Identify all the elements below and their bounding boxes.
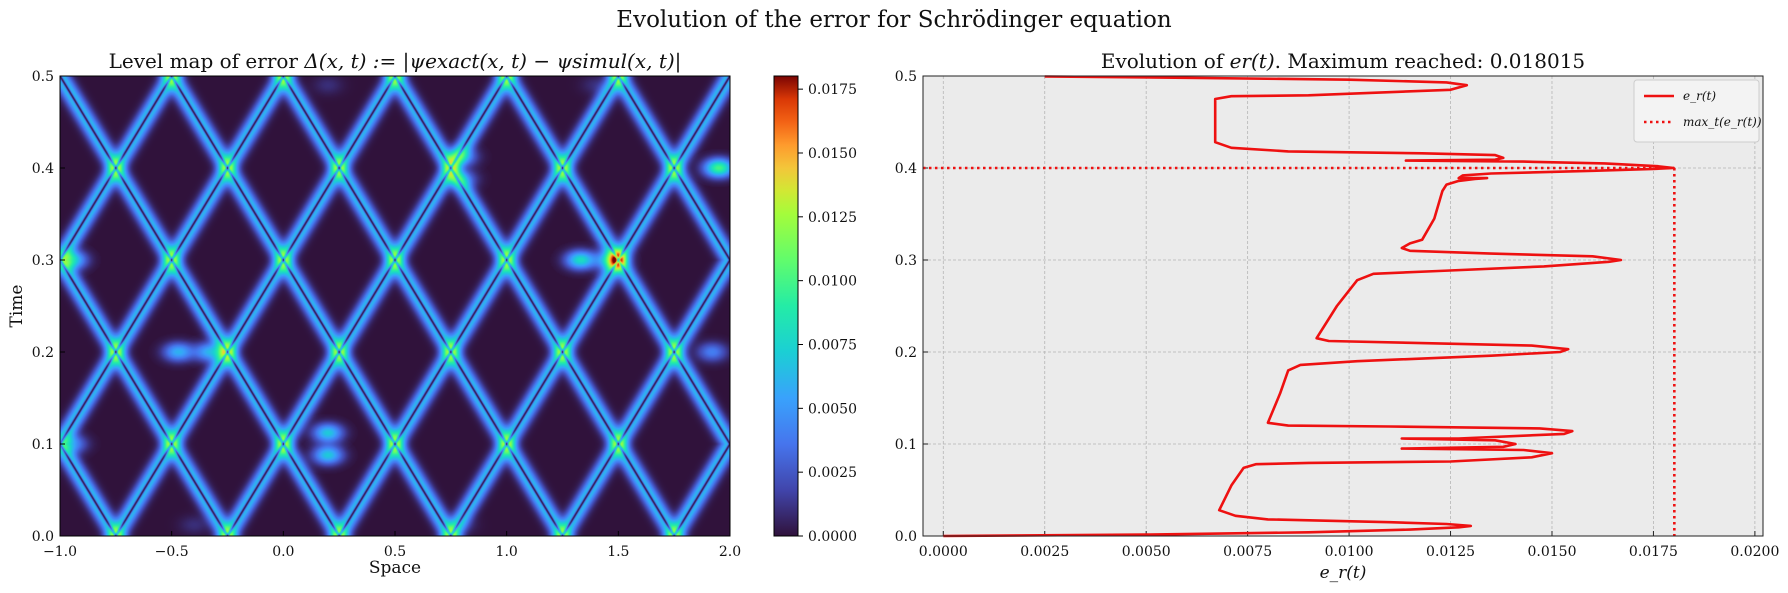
line-frame [922, 75, 1764, 537]
series-line-er [943, 75, 1675, 538]
heatmap-x-tick-label: 0.0 [272, 544, 294, 560]
heatmap-chart: Level map of error Δ(x, t) := |ψexact(x,… [7, 49, 857, 578]
heatmap-y-tick-label: 0.5 [32, 69, 54, 85]
heatmap-x-tick-label: 0.5 [384, 544, 406, 560]
figure-suptitle: Evolution of the error for Schrödinger e… [616, 7, 1172, 33]
heatmap-y-tick-label: 0.1 [32, 437, 54, 453]
colorbar-tick-label: 0.0150 [808, 146, 857, 162]
heatmap-y-tick-label: 0.0 [32, 529, 54, 545]
heatmap-x-tick-label: −0.5 [155, 544, 189, 560]
line-x-tick-label: 0.0200 [1730, 544, 1779, 560]
colorbar [774, 76, 798, 536]
line-y-tick-label: 0.1 [895, 437, 917, 453]
heatmap-y-label: Time [7, 285, 27, 328]
heatmap-y-tick-label: 0.4 [32, 161, 54, 177]
line-plot-area [923, 76, 1763, 536]
heatmap-y-tick-label: 0.2 [32, 345, 54, 361]
line-x-tick-label: 0.0150 [1527, 544, 1576, 560]
line-x-ticks: 0.0000 0.0025 0.0050 0.0075 0.0100 0.0125 0.01… [919, 531, 1779, 560]
colorbar-frame [773, 75, 799, 537]
line-x-tick-label: 0.0000 [919, 544, 968, 560]
colorbar-tick-label: 0.0025 [808, 465, 857, 481]
line-chart: Evolution of er(t). Maximum reached: 0.0… [895, 49, 1780, 583]
colorbar-tick-label: 0.0050 [808, 401, 857, 417]
line-y-ticks: 0.0 0.1 0.2 0.3 0.4 0.5 [895, 69, 928, 545]
heatmap-x-tick-label: 1.0 [496, 544, 518, 560]
legend: e_r(t) max_t(e_r(t)) [1633, 79, 1762, 143]
colorbar-tick-label: 0.0075 [808, 337, 857, 353]
line-x-tick-label: 0.0100 [1325, 544, 1374, 560]
colorbar-ticks: 0.0000 0.0025 0.0050 0.0075 0.0100 0.0125 0.01… [798, 82, 857, 545]
heatmap-y-tick-label: 0.3 [32, 253, 54, 269]
line-y-tick-label: 0.4 [895, 161, 917, 177]
line-y-tick-label: 0.5 [895, 69, 917, 85]
colorbar-tick-label: 0.0100 [808, 274, 857, 290]
line-y-tick-label: 0.2 [895, 345, 917, 361]
line-x-label: e_r(t) [1320, 563, 1367, 583]
legend-label-max: max_t(e_r(t)) [1683, 115, 1762, 129]
line-y-tick-label: 0.3 [895, 253, 917, 269]
heatmap-x-tick-label: 1.5 [607, 544, 629, 560]
line-x-tick-label: 0.0175 [1629, 544, 1678, 560]
line-y-tick-label: 0.0 [895, 529, 917, 545]
heatmap-y-ticks: 0.0 0.1 0.2 0.3 0.4 0.5 [32, 69, 65, 545]
colorbar-tick-label: 0.0000 [808, 529, 857, 545]
heatmap-title: Level map of error Δ(x, t) := |ψexact(x,… [109, 49, 682, 74]
line-x-tick-label: 0.0125 [1426, 544, 1475, 560]
colorbar-tick-label: 0.0125 [808, 210, 857, 226]
colorbar-tick-label: 0.0175 [808, 82, 857, 98]
line-x-tick-label: 0.0025 [1020, 544, 1069, 560]
line-title: Evolution of er(t). Maximum reached: 0.0… [1101, 49, 1585, 73]
heatmap-x-label: Space [369, 558, 421, 578]
heatmap-x-tick-label: −1.0 [43, 544, 77, 560]
heatmap-x-tick-label: 2.0 [719, 544, 741, 560]
legend-label-er: e_r(t) [1683, 89, 1716, 103]
heatmap-area [60, 76, 730, 536]
line-x-tick-label: 0.0050 [1122, 544, 1171, 560]
heatmap-x-ticks: −1.0 −0.5 0.0 0.5 1.0 1.5 2.0 [43, 531, 741, 560]
line-x-tick-label: 0.0075 [1223, 544, 1272, 560]
